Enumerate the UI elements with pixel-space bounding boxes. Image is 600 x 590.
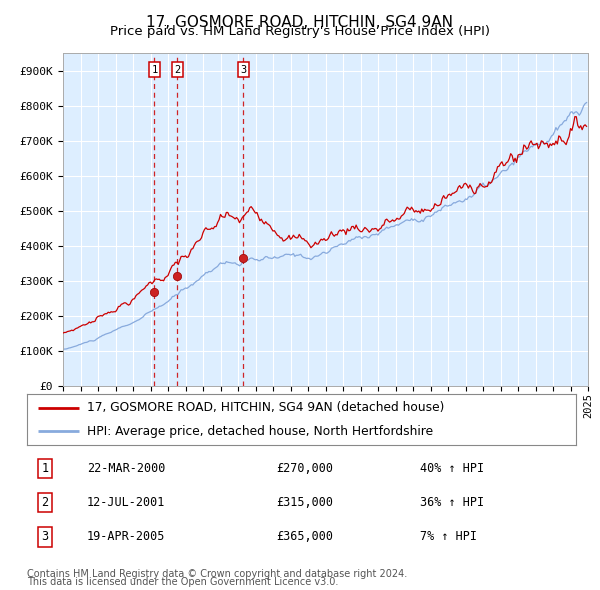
Text: 22-MAR-2000: 22-MAR-2000 <box>87 462 166 475</box>
Text: 36% ↑ HPI: 36% ↑ HPI <box>420 496 484 509</box>
Text: Contains HM Land Registry data © Crown copyright and database right 2024.: Contains HM Land Registry data © Crown c… <box>27 569 407 579</box>
Text: 1: 1 <box>41 462 49 475</box>
Text: £365,000: £365,000 <box>276 530 333 543</box>
Text: 2: 2 <box>174 65 181 75</box>
Text: 17, GOSMORE ROAD, HITCHIN, SG4 9AN (detached house): 17, GOSMORE ROAD, HITCHIN, SG4 9AN (deta… <box>88 401 445 414</box>
Text: 12-JUL-2001: 12-JUL-2001 <box>87 496 166 509</box>
Text: £270,000: £270,000 <box>276 462 333 475</box>
Text: 2: 2 <box>41 496 49 509</box>
Text: Price paid vs. HM Land Registry's House Price Index (HPI): Price paid vs. HM Land Registry's House … <box>110 25 490 38</box>
Text: 1: 1 <box>151 65 157 75</box>
Text: £315,000: £315,000 <box>276 496 333 509</box>
Text: 7% ↑ HPI: 7% ↑ HPI <box>420 530 477 543</box>
Text: 3: 3 <box>240 65 247 75</box>
Text: 19-APR-2005: 19-APR-2005 <box>87 530 166 543</box>
Text: 40% ↑ HPI: 40% ↑ HPI <box>420 462 484 475</box>
Text: 3: 3 <box>41 530 49 543</box>
Text: 17, GOSMORE ROAD, HITCHIN, SG4 9AN: 17, GOSMORE ROAD, HITCHIN, SG4 9AN <box>146 15 454 30</box>
Text: HPI: Average price, detached house, North Hertfordshire: HPI: Average price, detached house, Nort… <box>88 425 434 438</box>
Text: This data is licensed under the Open Government Licence v3.0.: This data is licensed under the Open Gov… <box>27 577 338 587</box>
